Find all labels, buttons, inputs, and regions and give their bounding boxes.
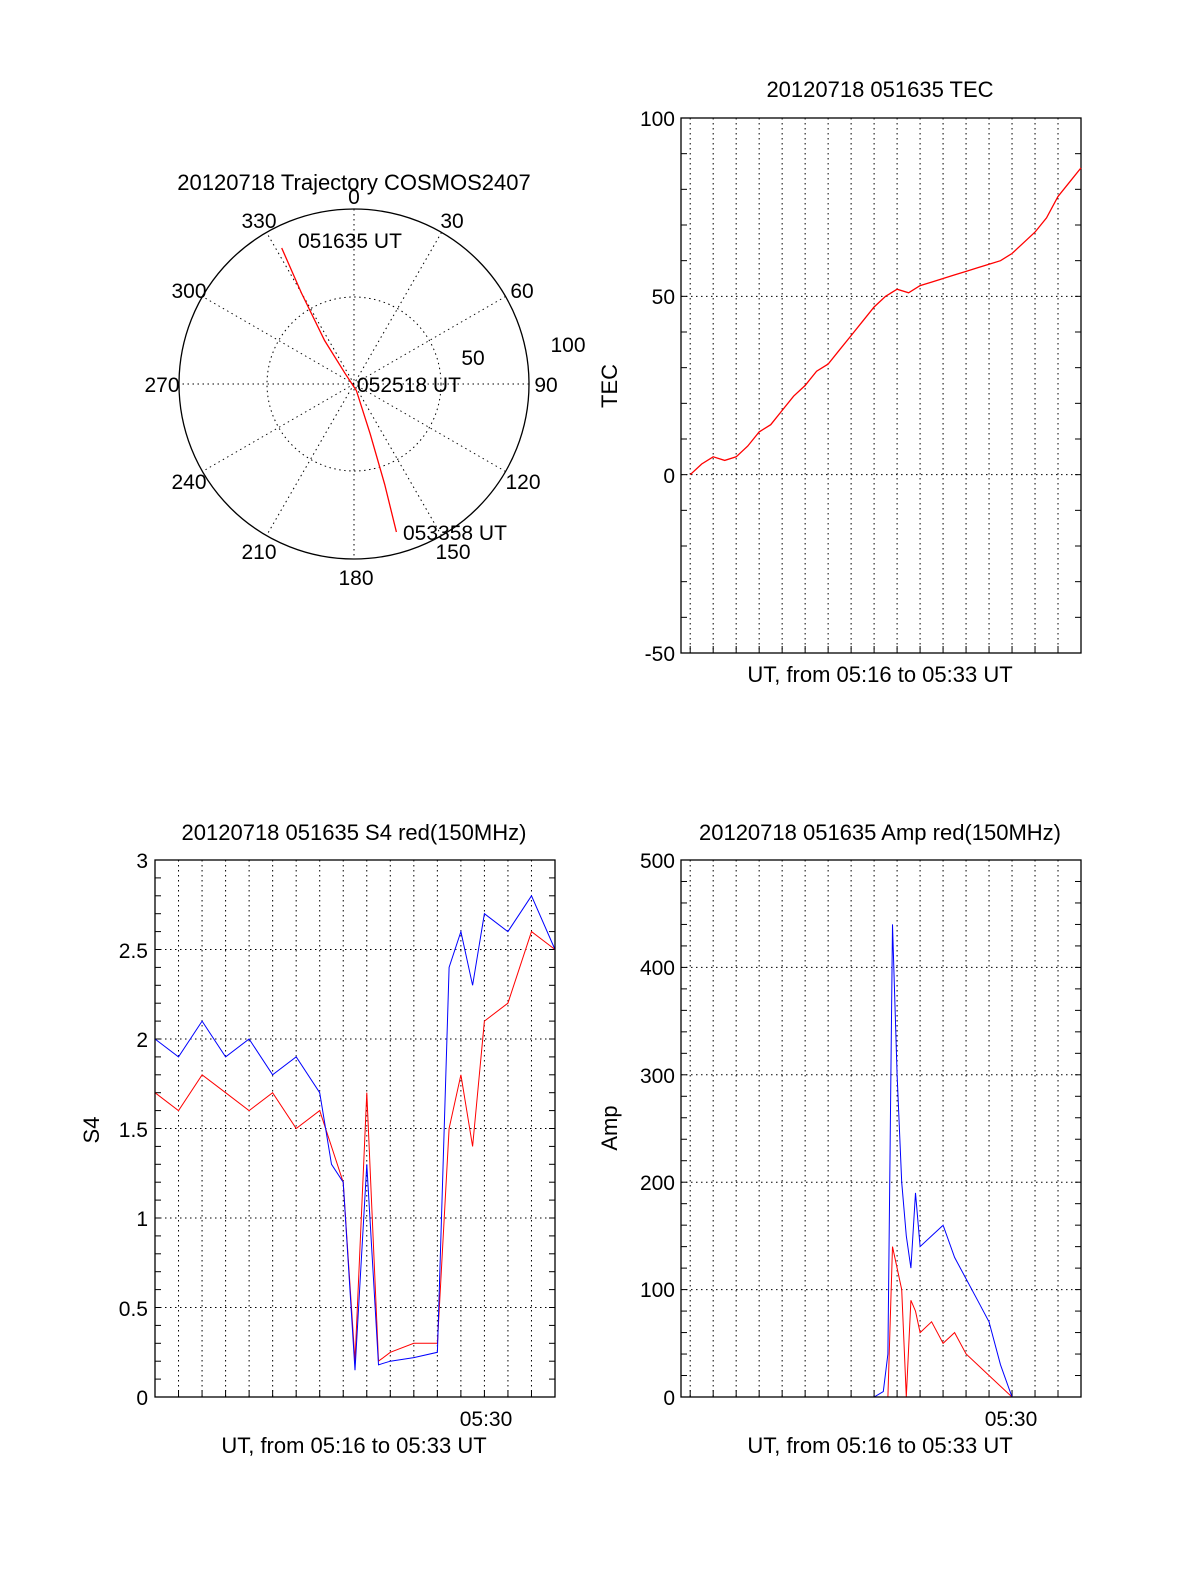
az-label-210: 210 xyxy=(241,541,276,564)
tec-xlabel: UT, from 05:16 to 05:33 UT xyxy=(747,662,1012,687)
amp-ytick-500: 500 xyxy=(640,850,675,873)
tec-grid xyxy=(681,117,1081,654)
s4-ytick-2.5: 2.5 xyxy=(119,940,148,963)
amp-xtick-0530: 05:30 xyxy=(985,1408,1038,1431)
tec-ytick-0: 0 xyxy=(663,465,675,488)
s4-ylabel: S4 xyxy=(79,1117,104,1144)
az-label-60: 60 xyxy=(510,280,533,303)
tec-chart: 20120718 051635 TEC 100 50 0 -50 TEC UT,… xyxy=(597,77,1082,687)
az-label-240: 240 xyxy=(171,471,206,494)
annotation-end-time: 053358 UT xyxy=(403,522,507,545)
annotation-start-time: 051635 UT xyxy=(298,230,402,253)
s4-ytick-3: 3 xyxy=(136,850,148,873)
az-label-120: 120 xyxy=(505,471,540,494)
s4-plot-frame xyxy=(154,859,556,1398)
amp-ylabel: Amp xyxy=(597,1105,622,1150)
amp-ytick-300: 300 xyxy=(640,1065,675,1088)
s4-ytick-1.5: 1.5 xyxy=(119,1119,148,1142)
tec-ytick-50: 50 xyxy=(652,286,675,309)
amp-series-blue-line xyxy=(690,924,1081,1398)
s4-ytick-1: 1 xyxy=(136,1208,148,1231)
az-label-0: 0 xyxy=(348,186,360,209)
s4-xtick-0530: 05:30 xyxy=(460,1408,513,1431)
tec-ytick-minus50: -50 xyxy=(645,643,675,666)
amp-series-red-line xyxy=(690,1246,1081,1398)
amp-ytick-400: 400 xyxy=(640,957,675,980)
polar-spokes xyxy=(179,209,529,559)
amp-ytick-0: 0 xyxy=(663,1387,675,1410)
az-label-270: 270 xyxy=(144,374,179,397)
s4-xlabel: UT, from 05:16 to 05:33 UT xyxy=(221,1433,486,1458)
polar-chart: 20120718 Trajectory COSMOS2407 0 30 60 9… xyxy=(144,170,585,590)
s4-chart: 20120718 051635 S4 red(150MHz) 3 2.5 2 1… xyxy=(79,820,556,1458)
amp-title: 20120718 051635 Amp red(150MHz) xyxy=(699,820,1061,845)
tec-title: 20120718 051635 TEC xyxy=(766,77,993,102)
annotation-mid-time: 052518 UT xyxy=(357,374,461,397)
tec-ylabel: TEC xyxy=(597,364,622,408)
radial-label-100: 100 xyxy=(550,334,585,357)
polar-trajectory-line xyxy=(281,247,398,533)
tec-series-line xyxy=(689,167,1082,476)
polar-title: 20120718 Trajectory COSMOS2407 xyxy=(177,170,530,195)
s4-ytick-2: 2 xyxy=(136,1029,148,1052)
amp-ytick-100: 100 xyxy=(640,1279,675,1302)
az-label-300: 300 xyxy=(171,280,206,303)
tec-ytick-100: 100 xyxy=(640,108,675,131)
amp-plot-frame xyxy=(680,859,1082,1398)
az-label-90: 90 xyxy=(534,374,557,397)
s4-title: 20120718 051635 S4 red(150MHz) xyxy=(182,820,527,845)
s4-ytick-0: 0 xyxy=(136,1387,148,1410)
az-label-30: 30 xyxy=(440,210,463,233)
az-label-150: 150 xyxy=(435,541,470,564)
amp-grid xyxy=(681,859,1081,1398)
amp-chart: 20120718 051635 Amp red(150MHz) 500 400 … xyxy=(597,820,1082,1458)
polar-inner-circle xyxy=(266,296,442,472)
tec-plot-frame xyxy=(680,117,1082,654)
polar-spoke-150 xyxy=(266,232,442,536)
s4-ytick-0.5: 0.5 xyxy=(119,1298,148,1321)
s4-grid xyxy=(155,859,555,1398)
amp-ytick-200: 200 xyxy=(640,1172,675,1195)
az-label-180: 180 xyxy=(338,567,373,590)
radial-label-50: 50 xyxy=(461,347,484,370)
amp-xlabel: UT, from 05:16 to 05:33 UT xyxy=(747,1433,1012,1458)
s4-series-blue-line xyxy=(154,894,556,1371)
az-label-330: 330 xyxy=(241,210,276,233)
s4-series-red-line xyxy=(154,930,556,1363)
